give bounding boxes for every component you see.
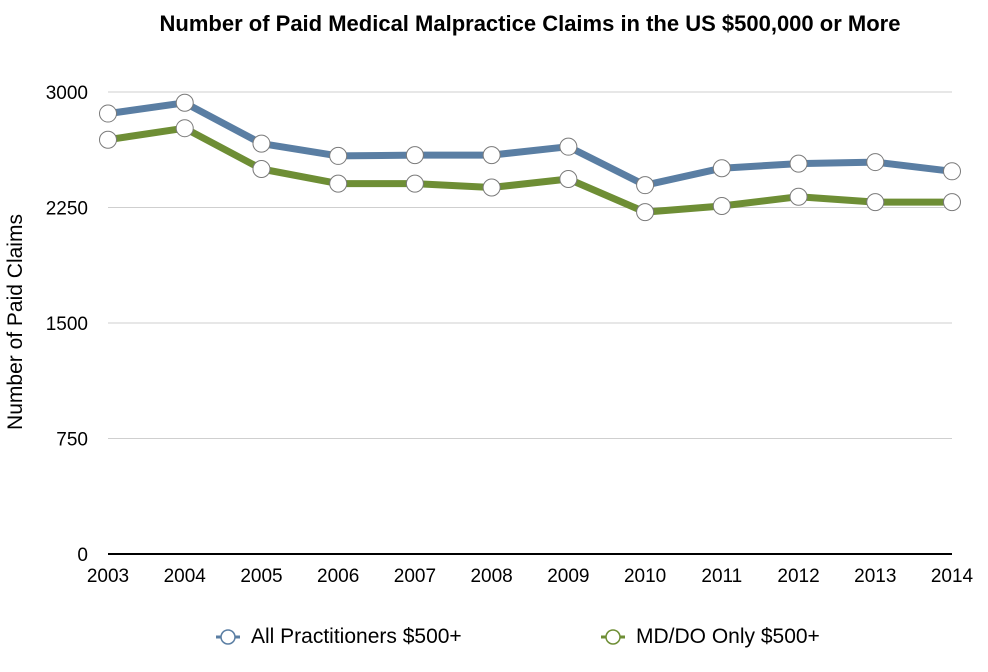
x-tick-label: 2011 — [701, 566, 742, 587]
data-point — [99, 130, 117, 149]
data-point — [712, 159, 731, 178]
legend-item-md-do: MD/DO Only $500+ — [600, 625, 820, 649]
y-tick-label: 1500 — [46, 314, 88, 335]
data-point — [99, 104, 117, 123]
y-tick-label: 3000 — [46, 83, 88, 104]
x-tick-label: 2004 — [164, 566, 207, 587]
data-point — [943, 162, 961, 181]
data-point — [789, 187, 808, 206]
legend-label: All Practitioners $500+ — [251, 625, 462, 648]
data-point — [559, 170, 578, 189]
data-point — [175, 119, 194, 138]
legend-item-all-practitioners: All Practitioners $500+ — [215, 625, 462, 649]
series-line-0 — [104, 99, 956, 189]
data-point — [252, 134, 271, 153]
data-point — [405, 174, 424, 193]
series-line-1 — [104, 124, 956, 216]
data-point — [636, 176, 655, 195]
y-tick-label: 750 — [56, 430, 88, 451]
data-point — [175, 93, 194, 112]
x-tick-label: 2014 — [931, 566, 974, 587]
data-point — [943, 193, 961, 212]
data-point — [559, 137, 578, 156]
data-point — [329, 174, 348, 193]
x-axis-ticks: 2003 2004 2005 2006 2007 2008 2009 2010 2011 2012… — [87, 566, 974, 587]
x-tick-label: 2008 — [470, 566, 512, 587]
x-tick-label: 2006 — [317, 566, 359, 587]
series-lines — [104, 99, 956, 216]
data-point — [789, 154, 808, 173]
data-point — [866, 153, 885, 172]
x-tick-label: 2010 — [624, 566, 666, 587]
y-axis-label: Number of Paid Claims — [4, 214, 27, 430]
data-point — [329, 146, 348, 165]
series-points — [99, 93, 961, 222]
legend: All Practitioners $500+ MD/DO Only $500+ — [0, 625, 988, 661]
legend-marker-icon — [216, 629, 240, 645]
legend-label: MD/DO Only $500+ — [636, 625, 820, 648]
legend-marker-icon — [601, 629, 625, 645]
data-point — [712, 196, 731, 215]
x-tick-label: 2013 — [854, 566, 896, 587]
x-tick-label: 2007 — [394, 566, 436, 587]
data-point — [252, 160, 271, 178]
x-tick-label: 2003 — [87, 566, 129, 587]
x-tick-label: 2005 — [240, 566, 282, 587]
y-tick-label: 2250 — [46, 199, 88, 220]
x-tick-label: 2009 — [547, 566, 589, 587]
data-point — [636, 203, 655, 222]
data-point — [482, 178, 501, 197]
y-tick-label: 0 — [77, 545, 88, 566]
gridlines — [108, 91, 952, 439]
data-point — [482, 146, 501, 165]
chart-title: Number of Paid Medical Malpractice Claim… — [159, 11, 901, 36]
data-point — [866, 193, 885, 212]
x-tick-label: 2012 — [777, 566, 819, 587]
data-point — [405, 146, 424, 165]
y-axis-ticks: 0 750 1500 2250 3000 — [46, 83, 88, 566]
